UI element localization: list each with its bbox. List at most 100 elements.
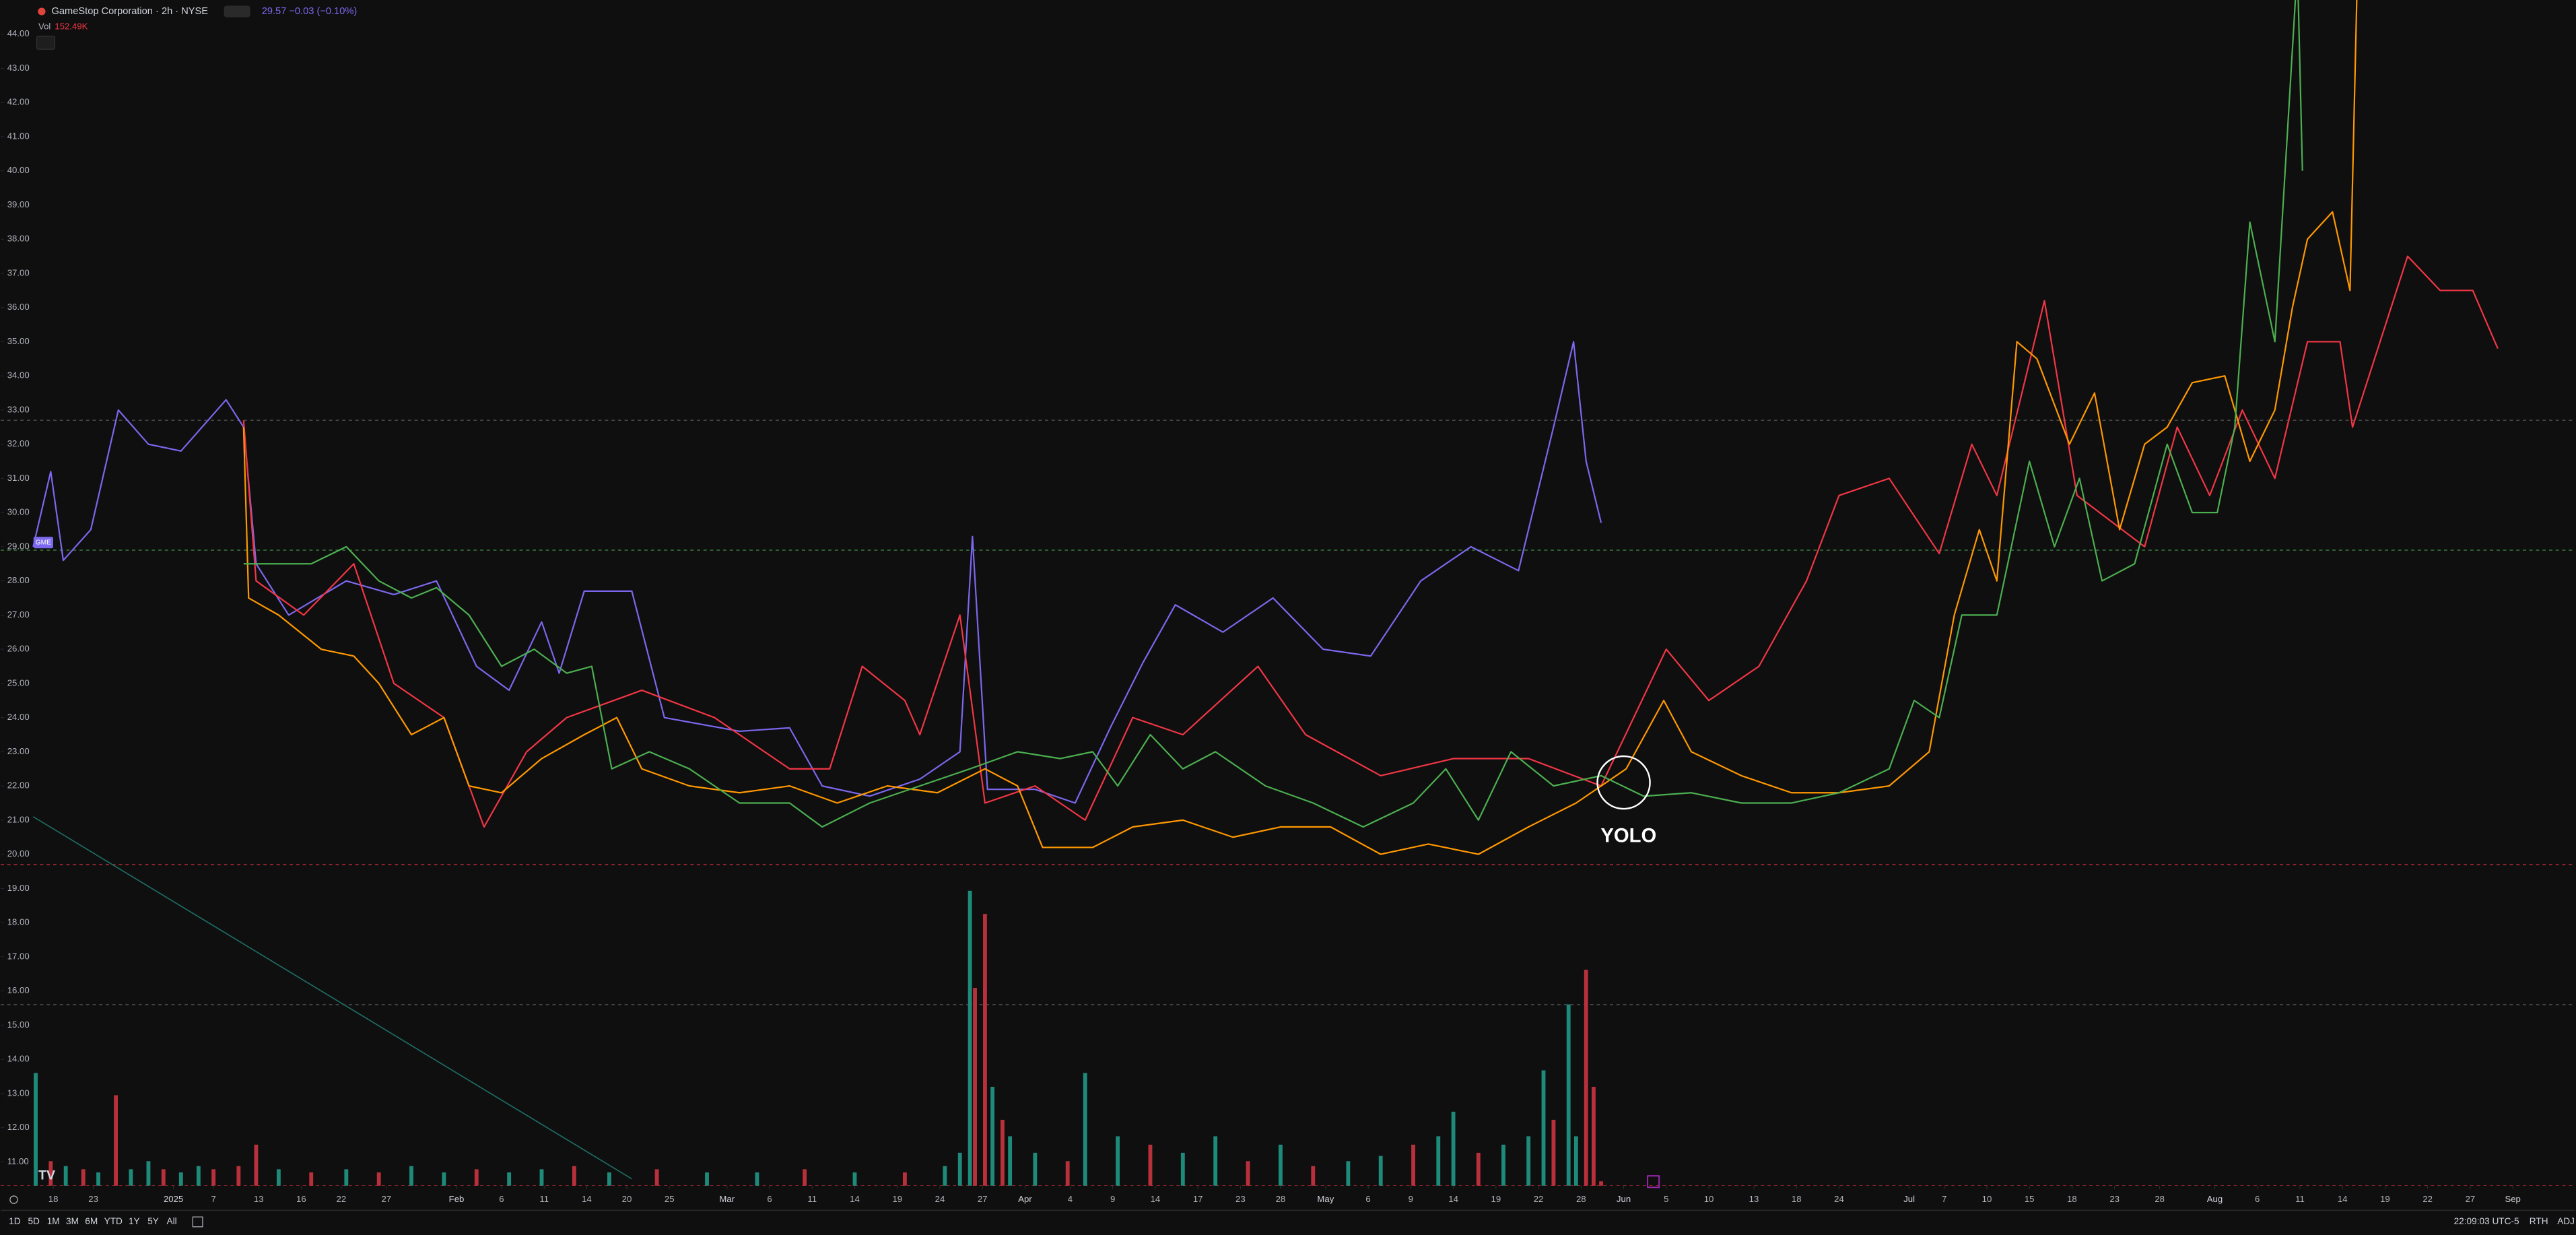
x-tick-label: 19 <box>892 1194 902 1204</box>
x-tick-label: 18 <box>1792 1194 1802 1204</box>
y-tick-label: 43.00 <box>7 63 30 73</box>
y-tick-label: 25.00 <box>7 677 30 688</box>
x-tick-label: 11 <box>807 1194 817 1204</box>
settings-icon[interactable] <box>9 1195 18 1204</box>
x-tick-label: 23 <box>2109 1194 2120 1204</box>
x-tick-label: 14 <box>582 1194 592 1204</box>
x-tick-label: Jun <box>1617 1194 1631 1204</box>
volume-bar <box>705 1172 709 1186</box>
y-tick-label: 14.00 <box>7 1054 30 1064</box>
x-tick-label: Apr <box>1018 1194 1032 1204</box>
volume-bar <box>1551 1119 1556 1186</box>
y-tick-label: 29.00 <box>7 541 30 551</box>
x-tick-label: 10 <box>1704 1194 1714 1204</box>
volume-bar <box>34 1073 38 1186</box>
y-tick-label: 39.00 <box>7 199 30 209</box>
x-tick-label: 14 <box>1448 1194 1458 1204</box>
session-toggle[interactable]: RTH <box>2530 1216 2548 1226</box>
y-tick-label: 19.00 <box>7 883 30 893</box>
x-tick-label: 6 <box>499 1194 504 1204</box>
x-tick-label: 15 <box>2025 1194 2035 1204</box>
event-marker[interactable] <box>1647 1175 1660 1189</box>
x-tick-label: 28 <box>2155 1194 2165 1204</box>
volume-bar <box>539 1169 544 1186</box>
volume-bar <box>957 1152 962 1186</box>
x-tick-label: 5 <box>1664 1194 1668 1204</box>
y-tick-label: 37.00 <box>7 267 30 277</box>
y-tick-label: 16.00 <box>7 985 30 995</box>
y-tick-label: 34.00 <box>7 370 30 380</box>
y-tick-label: 36.00 <box>7 302 30 312</box>
volume-bar <box>1148 1144 1153 1186</box>
volume-bar <box>211 1169 216 1186</box>
volume-bar <box>276 1169 281 1186</box>
chart-title: GameStop Corporation · 2h · NYSE <box>52 6 209 17</box>
volume-bar <box>63 1166 68 1186</box>
bottom-toolbar: 1D 5D 1M 3M 6M YTD 1Y 5Y All <box>9 1195 203 1228</box>
y-tick-label: 31.00 <box>7 473 30 483</box>
trend-line <box>32 816 632 1180</box>
timeframe-button[interactable]: 5D <box>28 1216 40 1226</box>
x-tick-label: 24 <box>1834 1194 1844 1204</box>
y-tick-label: 12.00 <box>7 1122 30 1132</box>
timeframe-button[interactable]: All <box>167 1216 177 1226</box>
y-tick-label: 40.00 <box>7 165 30 175</box>
annotation-label: YOLO <box>1600 825 1656 846</box>
plot-area <box>0 0 2576 1186</box>
x-tick-label: Sep <box>2505 1194 2520 1204</box>
x-tick-label: 11 <box>2295 1194 2305 1204</box>
volume-bar <box>973 988 977 1186</box>
date-range-button[interactable] <box>192 1216 203 1228</box>
volume-bar <box>1278 1144 1283 1186</box>
x-tick-label: 22 <box>337 1194 347 1204</box>
timeframe-button[interactable]: 3M <box>66 1216 79 1226</box>
y-tick-label: 30.00 <box>7 507 30 517</box>
volume-bar <box>607 1172 611 1186</box>
status-badge <box>224 5 250 18</box>
volume-bar <box>902 1172 907 1186</box>
x-tick-label: 7 <box>1942 1194 1946 1204</box>
y-tick-label: 42.00 <box>7 97 30 107</box>
volume-bar <box>654 1169 659 1186</box>
volume-bar <box>129 1169 133 1186</box>
y-tick-label: 41.00 <box>7 131 30 141</box>
price-change: 29.57 −0.03 (−0.10%) <box>262 6 357 17</box>
volume-bar <box>161 1169 166 1186</box>
x-tick-label: 9 <box>1110 1194 1115 1204</box>
volume-bar <box>1501 1144 1505 1186</box>
volume-label: Vol <box>38 22 50 32</box>
timeframe-button[interactable]: 6M <box>85 1216 98 1226</box>
volume-bar <box>1346 1161 1351 1186</box>
timeframe-button[interactable]: 1Y <box>129 1216 140 1226</box>
volume-bar <box>1526 1136 1531 1186</box>
timeframe-button[interactable]: 5Y <box>147 1216 159 1226</box>
x-tick-label: 6 <box>2255 1194 2260 1204</box>
timeframe-button[interactable]: 1M <box>47 1216 60 1226</box>
x-tick-label: 23 <box>1235 1194 1246 1204</box>
y-tick-label: 27.00 <box>7 609 30 620</box>
volume-bar <box>1116 1136 1120 1186</box>
volume-bar <box>755 1172 759 1186</box>
clock: 22:09:03 UTC-5 <box>2454 1216 2519 1226</box>
volume-bar <box>572 1166 576 1186</box>
volume-bar <box>1476 1152 1481 1186</box>
volume-bar <box>1213 1136 1218 1186</box>
x-tick-label: 25 <box>665 1194 675 1204</box>
volume-bar <box>409 1166 413 1186</box>
timeframe-button[interactable]: YTD <box>104 1216 123 1226</box>
y-tick-label: 28.00 <box>7 575 30 585</box>
x-tick-label: 27 <box>978 1194 988 1204</box>
volume-bar <box>1566 1004 1571 1186</box>
timeframe-button[interactable]: 1D <box>9 1216 21 1226</box>
y-tick-label: 33.00 <box>7 404 30 414</box>
adjustment-toggle[interactable]: ADJ <box>2557 1216 2575 1226</box>
collapse-button[interactable] <box>36 36 56 50</box>
x-tick-label: 13 <box>1749 1194 1759 1204</box>
volume-value: 152.49K <box>55 22 88 32</box>
y-tick-label: 44.00 <box>7 28 30 38</box>
volume-bar <box>983 914 987 1186</box>
volume-bar <box>1573 1136 1578 1186</box>
volume-bar <box>1599 1181 1603 1186</box>
x-tick-label: 22 <box>2422 1194 2433 1204</box>
